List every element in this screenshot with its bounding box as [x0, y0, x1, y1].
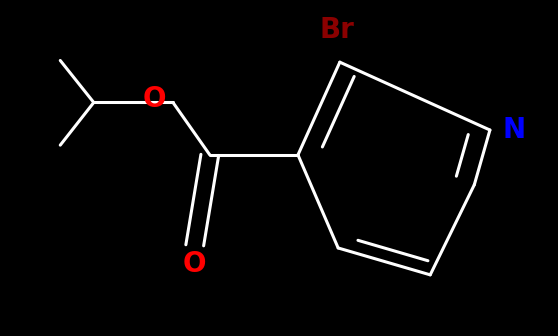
Text: O: O: [183, 250, 206, 278]
Text: O: O: [143, 85, 166, 113]
Text: N: N: [502, 116, 525, 144]
Text: Br: Br: [320, 16, 354, 44]
